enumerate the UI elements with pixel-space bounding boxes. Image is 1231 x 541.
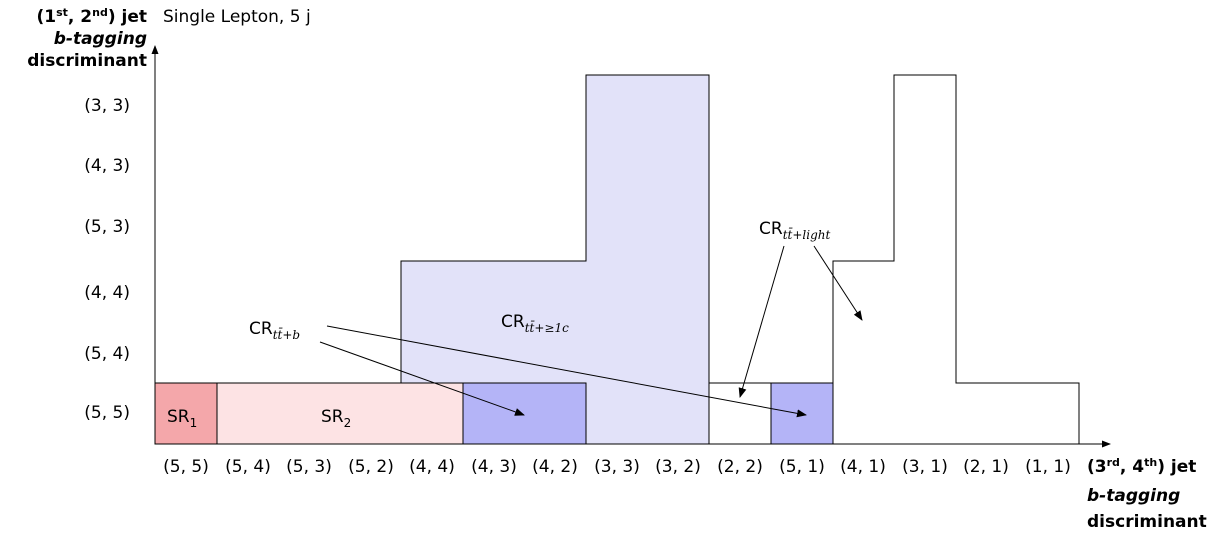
x-tick-label: (3, 2) [655,457,701,477]
x-tick-label: (1, 1) [1025,457,1071,477]
y-tick-label: (5, 5) [84,403,130,423]
x-axis-label-line3: discriminant [1087,512,1207,532]
x-tick-label: (5, 2) [348,457,394,477]
y-axis-label-line3: discriminant [27,51,147,71]
y-axis-label-line2: b-tagging [54,29,147,49]
x-tick-label: (3, 1) [902,457,948,477]
cr-ttb-region-2 [770,382,834,445]
diagram-title: Single Lepton, 5 j [163,7,311,27]
y-tick-label: (3, 3) [84,96,130,116]
y-tick-label: (5, 3) [84,217,130,237]
sr2-label: SR2 [321,407,351,430]
x-tick-label: (5, 5) [163,457,209,477]
arrow-cr-light-to-region-2 [813,245,863,321]
y-tick-labels: (5, 5) (5, 4) (4, 4) (5, 3) (4, 3) (3, 3… [84,96,130,423]
cr-light-label: CRtt̄+light [759,219,830,242]
sr2-region [216,382,464,445]
x-tick-label: (4, 1) [840,457,886,477]
y-tick-label: (5, 4) [84,344,130,364]
cr-ttb-region-1 [462,382,587,445]
x-tick-label: (5, 1) [779,457,825,477]
x-tick-label: (4, 3) [471,457,517,477]
arrow-cr-ttb-to-region-2 [326,325,807,418]
x-tick-label: (5, 4) [225,457,271,477]
x-tick-label: (4, 4) [409,457,455,477]
x-axis-label-line2: b-tagging [1087,486,1180,506]
cr-ttc-label: CRtt̄+≥1c [501,312,569,335]
y-tick-label: (4, 4) [84,283,130,303]
cr-ttb-label: CRtt̄+b [249,319,300,342]
arrow-cr-light-to-region-1 [738,245,785,398]
x-tick-labels: (5, 5) (5, 4) (5, 3) (5, 2) (4, 4) (4, 3… [163,457,1071,477]
x-tick-label: (2, 1) [963,457,1009,477]
cr-light-region-1 [708,382,772,445]
y-axis-label-line1: (1st, 2nd) jet [36,6,147,27]
sr1-region [154,382,218,445]
x-tick-label: (2, 2) [717,457,763,477]
cr-light-region-2 [832,74,1080,445]
y-tick-label: (4, 3) [84,156,130,176]
cr-ttc-region [400,74,710,445]
x-tick-label: (3, 3) [594,457,640,477]
x-tick-label: (4, 2) [532,457,578,477]
sr1-label: SR1 [167,407,197,430]
x-axis-label-line1: (3rd, 4th) jet [1087,456,1196,477]
arrow-cr-ttb-to-region-1 [319,341,525,416]
x-tick-label: (5, 3) [286,457,332,477]
